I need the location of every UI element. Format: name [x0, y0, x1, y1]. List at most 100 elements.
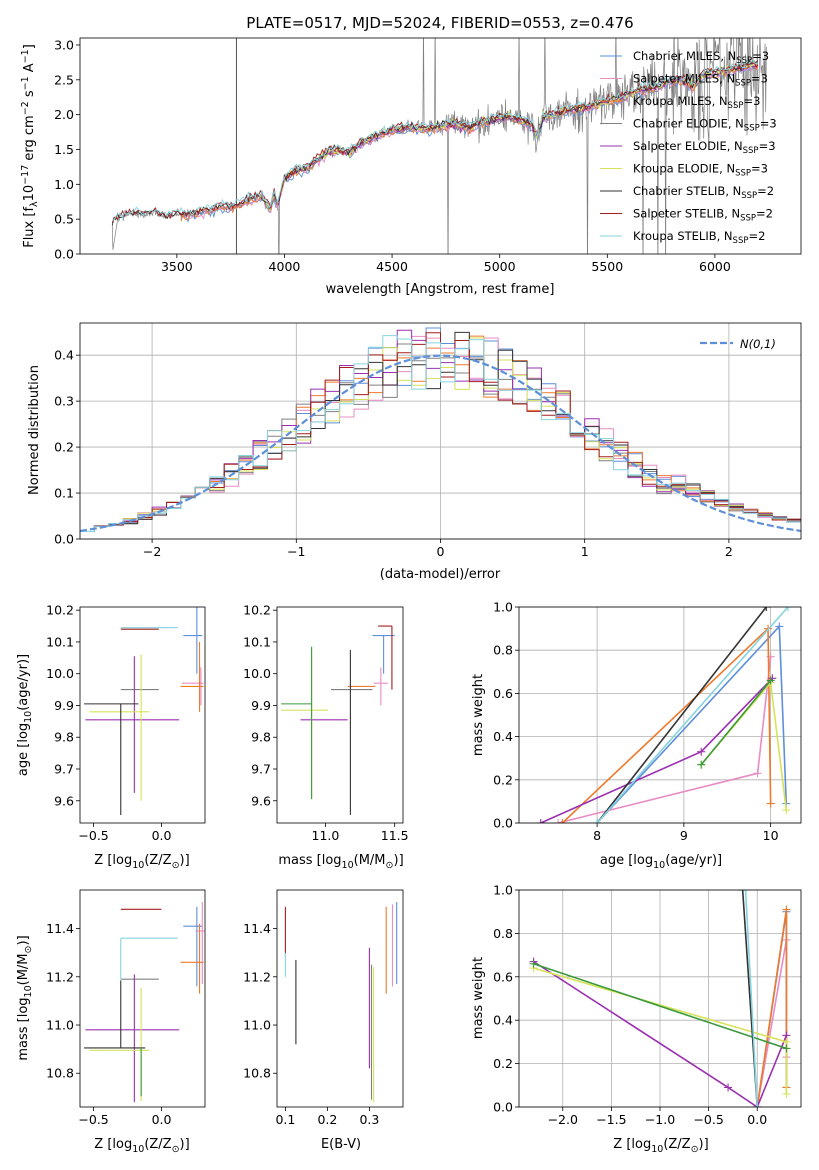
axes-frame: [79, 606, 206, 824]
weight-line-chabrier-miles: [596, 624, 788, 823]
weight-marker: [697, 747, 706, 756]
x-axis-label: Z [log10(Z/Z⊙)]: [613, 1137, 708, 1155]
y-tick-label: 10.0: [243, 666, 271, 681]
y-tick-label: 1.0: [493, 600, 513, 615]
y-tick-label: 9.9: [54, 698, 74, 713]
weight-marker: [766, 676, 775, 685]
y-tick-label: 1.0: [54, 177, 74, 192]
y-tick-label: 0.4: [493, 729, 513, 744]
x-tick-label: 10: [763, 828, 779, 843]
y-tick-label: 11.0: [46, 1018, 74, 1033]
weight-marker: [782, 905, 791, 914]
weight-line-kroupa-elodie: [700, 680, 788, 811]
x-axis-label: age [log10(age/yr)]: [600, 853, 722, 871]
point-chabrier-miles: [372, 635, 395, 674]
weight-marker: [724, 1083, 733, 1092]
legend-label: Salpeter STELIB, NSSP=2: [633, 207, 773, 224]
plots: 3500 4000 4500 5000 5500 6000 0.0 0.5 1.0 1.5 2.0 2…: [16, 37, 802, 1155]
weight-marker: [593, 819, 602, 823]
point-kroupa-elodie: [281, 656, 329, 800]
weight-line-kroupa-miles: [756, 909, 788, 1107]
weight-marker: [783, 607, 792, 611]
plot-area: [84, 902, 205, 1103]
y-tick-label: 2.0: [54, 107, 74, 122]
ticks: −0.5 0.0 9.6 9.7 9.8 9.9 10.0 10.1 10.2: [46, 603, 171, 843]
weight-marker: [766, 799, 775, 808]
legend: Chabrier MILES, NSSP=3 Salpeter MILES, NS…: [600, 49, 777, 246]
x-tick-label: −1.0: [645, 1112, 675, 1127]
weight-marker: [536, 819, 545, 823]
y-tick-label: 9.7: [54, 762, 74, 777]
y-tick-label: 9.9: [251, 698, 271, 713]
ticks: 8 9 10 0.0 0.2 0.4 0.6 0.8 1.0: [493, 600, 779, 844]
x-tick-label: 4500: [376, 259, 408, 274]
x-tick-label: 5500: [591, 259, 623, 274]
ticks: −2.0 −1.5 −1.0 −0.5 0.0 0.0 0.2 0.4 0.6 0.8 1.0: [493, 883, 767, 1128]
y-tick-label: 10.1: [243, 634, 271, 649]
y-tick-label: 0.0: [54, 532, 74, 547]
weight-marker: [529, 959, 538, 968]
x-tick-label: −2: [143, 544, 161, 559]
y-tick-label: 10.1: [46, 634, 74, 649]
y-axis-label: Flux [fλ10−17 erg cm−2 s−1 A−1]: [20, 44, 40, 248]
weight-marker: [775, 622, 784, 631]
axes-frame: [79, 322, 802, 540]
axes-frame: [276, 606, 404, 824]
x-tick-label: −1.5: [596, 1112, 626, 1127]
y-tick-label: 10.0: [46, 666, 74, 681]
weight-marker: [697, 760, 706, 769]
y-tick-label: 0.4: [54, 348, 74, 363]
plot-area: [284, 902, 398, 1103]
axes-frame: [518, 889, 802, 1108]
legend-label: Chabrier MILES, NSSP=3: [633, 49, 769, 66]
weight-marker: [782, 806, 791, 815]
x-tick-label: 1: [581, 544, 589, 559]
y-tick-label: 0.2: [493, 772, 513, 787]
x-tick-label: 0.0: [152, 1112, 172, 1127]
y-tick-label: 11.4: [243, 921, 271, 936]
x-tick-label: −0.5: [78, 828, 108, 843]
axes-mass_vs_z: −0.5 0.0 10.8 11.0 11.2 11.4 Z [log10(Z/Z⊙)] ma…: [16, 889, 206, 1155]
x-tick-label: 9: [680, 828, 688, 843]
plot-area: [80, 327, 801, 533]
y-tick-label: 3.0: [54, 37, 74, 52]
model-line-salpeter-miles: [180, 63, 759, 221]
histogram-kroupa-stelib: [80, 335, 801, 533]
y-tick-label: 10.2: [243, 603, 271, 618]
weight-marker: [753, 769, 762, 778]
x-tick-label: −2.0: [548, 1112, 578, 1127]
legend-label: N(0,1): [740, 337, 776, 351]
point-kroupa-elodie: [89, 987, 150, 1101]
ticks: 11.0 11.5 9.6 9.7 9.8 9.9 10.0 10.1 10.2: [243, 603, 408, 843]
axes-weight_vs_age: 8 9 10 0.0 0.2 0.4 0.6 0.8 1.0 age [log10(age/yr)…: [471, 600, 802, 871]
x-tick-label: 0.0: [152, 828, 172, 843]
axes-residuals: −2 −1 0 1 2 0.0 0.1 0.2 0.3 0.4 N(0,1) (data-model)…: [27, 322, 802, 582]
weight-marker: [558, 819, 567, 823]
model-line-kroupa-stelib: [112, 59, 759, 222]
plot-area: [281, 625, 395, 816]
point-kroupa-miles: [180, 641, 204, 712]
x-tick-label: 8: [593, 828, 601, 843]
x-tick-label: 3500: [161, 259, 193, 274]
axes-mass_vs_ebv: 0.1 0.2 0.3 10.8 11.0 11.2 11.4 E(B-V): [243, 889, 404, 1152]
point-green-stelib: [281, 646, 313, 800]
x-tick-label: 11.0: [312, 828, 340, 843]
plot-area: [84, 607, 204, 816]
point-kroupa-elodie: [89, 654, 150, 801]
legend-label: Salpeter MILES, NSSP=3: [633, 72, 768, 89]
y-tick-label: 0.4: [493, 1013, 513, 1028]
point-kroupa-stelib: [120, 937, 178, 980]
x-tick-label: 6000: [699, 259, 731, 274]
x-tick-label: 4000: [269, 259, 301, 274]
ticks: −2 −1 0 1 2 0.0 0.1 0.2 0.3 0.4: [54, 348, 733, 559]
plot-area: [536, 607, 792, 823]
axes-frame: [79, 37, 802, 255]
x-tick-label: 0.0: [747, 1112, 767, 1127]
y-tick-label: 9.7: [251, 762, 271, 777]
y-tick-label: 0.2: [493, 1056, 513, 1071]
y-tick-label: 10.8: [46, 1066, 74, 1081]
y-tick-label: 9.8: [251, 730, 271, 745]
x-tick-label: 0: [437, 544, 445, 559]
x-tick-label: −0.5: [78, 1112, 108, 1127]
weight-line-kroupa-stelib: [596, 607, 789, 823]
